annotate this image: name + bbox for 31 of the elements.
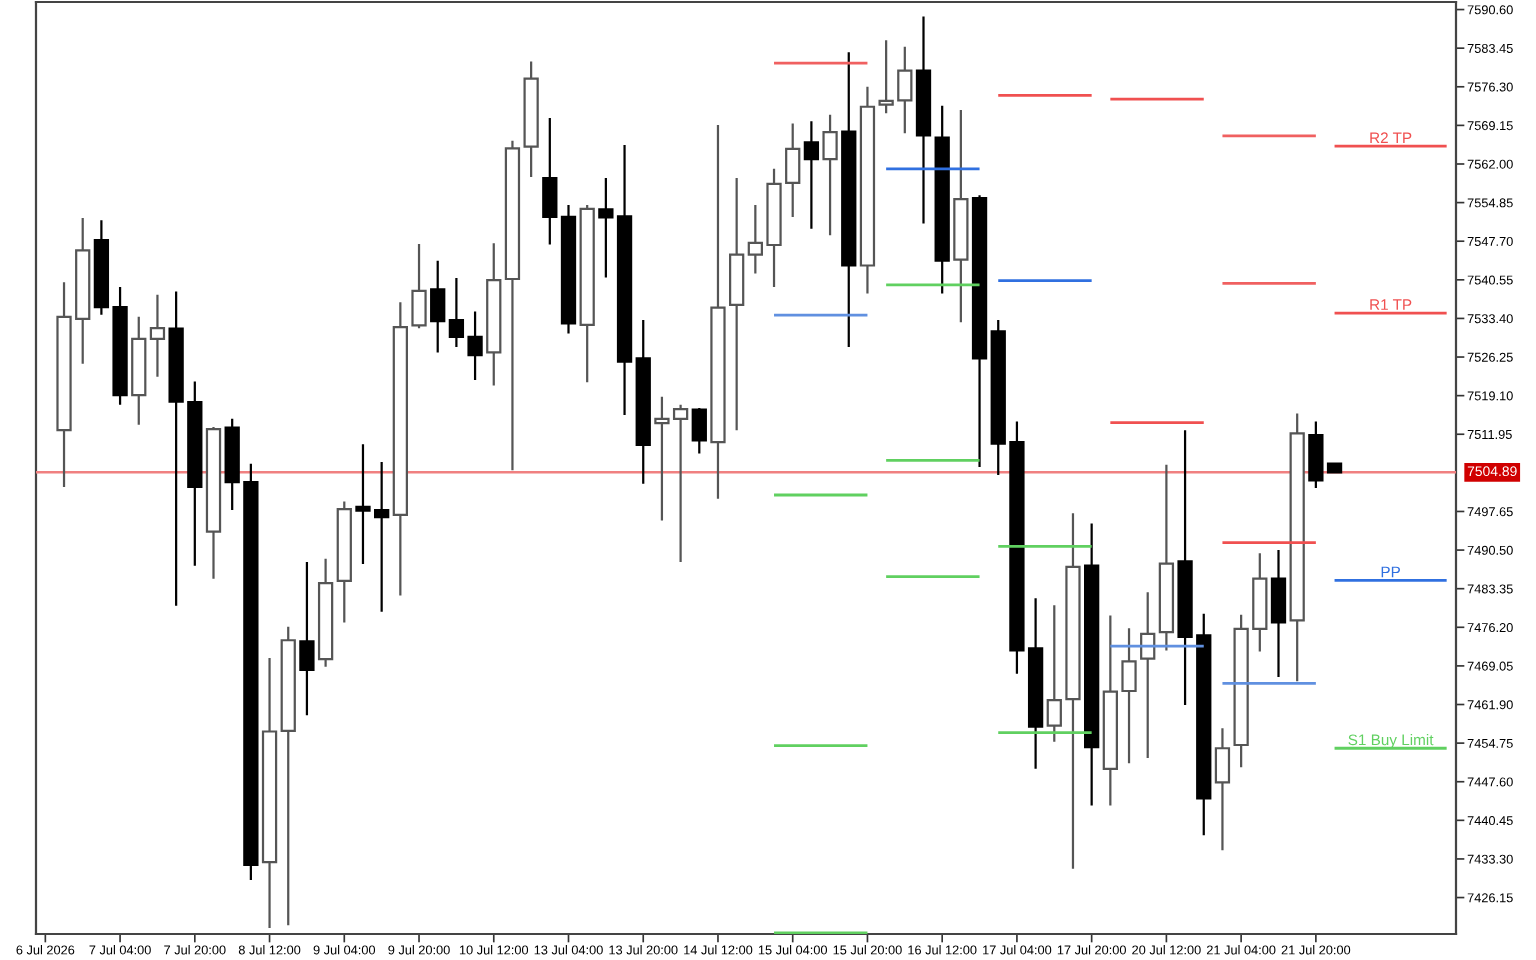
candlestick [729, 176, 745, 432]
candlestick [317, 557, 334, 668]
candlestick [149, 293, 166, 378]
candlestick [1289, 412, 1305, 683]
candlestick [841, 51, 857, 349]
candlestick [542, 116, 558, 246]
candlestick [1158, 463, 1175, 652]
candlestick [1084, 522, 1100, 807]
candlestick [859, 85, 876, 295]
candlestick [934, 104, 950, 295]
candlestick [205, 425, 222, 580]
candlestick [971, 194, 988, 469]
candlestick [579, 203, 595, 384]
candlestick [710, 124, 726, 500]
candlestick [953, 108, 969, 324]
candlestick [915, 15, 932, 225]
candlestick [560, 203, 577, 335]
candlestick [1140, 591, 1156, 760]
candlestick [336, 500, 352, 624]
candlestick [822, 113, 838, 237]
candlestick [280, 625, 296, 927]
candlestick [430, 259, 446, 354]
candlestick [635, 318, 651, 485]
candlestick [299, 560, 315, 717]
candlestick [803, 120, 820, 230]
candlestick [486, 242, 502, 387]
candlestick [1214, 727, 1231, 852]
candlestick [261, 656, 278, 930]
candlestick [691, 406, 707, 455]
candlestick [131, 315, 147, 426]
candlestick [1270, 548, 1287, 679]
